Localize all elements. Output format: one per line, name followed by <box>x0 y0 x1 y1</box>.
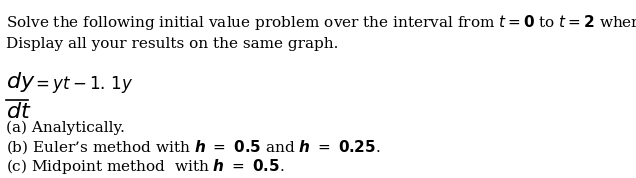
Text: $dt$: $dt$ <box>6 101 32 123</box>
Text: Display all your results on the same graph.: Display all your results on the same gra… <box>6 37 338 51</box>
Text: (c) Midpoint method  with $\bfit{h}$ $=$ $\mathbf{0.5}$.: (c) Midpoint method with $\bfit{h}$ $=$ … <box>6 157 285 176</box>
Text: $dy$: $dy$ <box>6 70 36 94</box>
Text: $= yt - 1.\,1y$: $= yt - 1.\,1y$ <box>32 74 134 95</box>
Text: Solve the following initial value problem over the interval from $t = \mathbf{0}: Solve the following initial value proble… <box>6 13 636 32</box>
Text: (b) Euler’s method with $\bfit{h}$ $=$ $\mathbf{0.5}$ and $\bfit{h}$ $=$ $\mathb: (b) Euler’s method with $\bfit{h}$ $=$ $… <box>6 138 381 156</box>
Text: (a) Analytically.: (a) Analytically. <box>6 121 125 135</box>
